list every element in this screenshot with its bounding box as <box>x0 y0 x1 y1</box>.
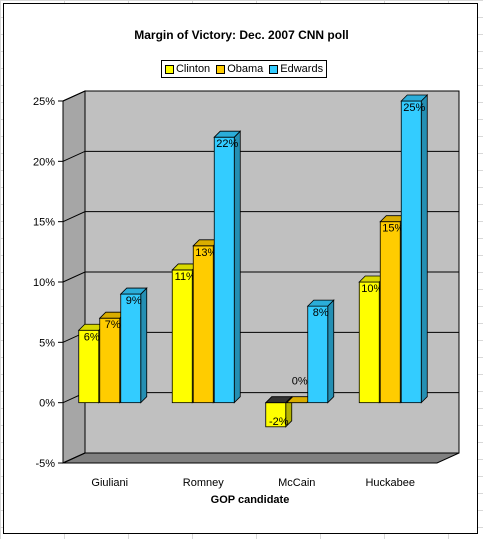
legend-label-obama: Obama <box>227 63 264 75</box>
bar-top <box>400 94 429 102</box>
gridline <box>62 150 459 162</box>
legend-item-edwards: Edwards <box>269 63 323 75</box>
y-tick-label: 15% <box>33 217 55 229</box>
data-label: 6% <box>84 331 100 343</box>
y-tick-label: -5% <box>35 458 55 470</box>
bar-side <box>233 130 241 404</box>
bar-edwards-romney <box>213 130 242 404</box>
x-axis-title: GOP candidate <box>211 494 290 506</box>
bar-top <box>119 287 148 295</box>
bar-top <box>306 299 335 307</box>
legend-swatch-edwards <box>269 64 279 74</box>
data-label: 0% <box>292 376 308 388</box>
bar-edwards-mccain <box>306 299 335 404</box>
bar-top <box>213 130 242 138</box>
data-label: 10% <box>361 283 383 295</box>
bar-clinton-mccain <box>264 395 293 428</box>
x-tick-label: Romney <box>183 477 224 489</box>
data-label: 7% <box>105 319 121 331</box>
data-label: 25% <box>403 102 425 114</box>
bar-clinton-giuliani <box>77 323 106 404</box>
bar-front <box>358 281 380 404</box>
y-tick-label: 5% <box>39 337 55 349</box>
y-tick-label: 0% <box>39 398 55 410</box>
bar-top <box>264 396 293 404</box>
legend-label-clinton: Clinton <box>175 63 211 75</box>
data-label: -2% <box>269 416 289 428</box>
bar-front <box>171 269 193 404</box>
data-label: 22% <box>216 138 238 150</box>
legend-swatch-clinton <box>164 64 174 74</box>
chart-title: Margin of Victory: Dec. 2007 CNN poll <box>134 28 349 42</box>
x-tick-label: Giuliani <box>91 477 128 489</box>
x-tick-label: McCain <box>278 477 315 489</box>
gridline <box>62 271 459 283</box>
x-tick-label: Huckabee <box>365 477 415 489</box>
bar-edwards-giuliani <box>119 287 148 404</box>
bar-front <box>120 293 142 404</box>
bar-edwards-huckabee <box>400 94 429 404</box>
legend-label-edwards: Edwards <box>280 63 324 75</box>
gridline <box>62 452 459 464</box>
y-tick-label: 10% <box>33 277 55 289</box>
bar-front <box>379 221 401 404</box>
gridline <box>62 211 459 223</box>
data-label: 13% <box>195 247 217 259</box>
y-tick-label: 20% <box>33 156 55 168</box>
chart-floor <box>62 452 460 464</box>
data-label: 8% <box>313 307 329 319</box>
legend[interactable]: Clinton Obama Edwards <box>161 60 327 78</box>
bar-front <box>307 305 329 404</box>
bar-side <box>420 94 428 404</box>
y-tick-label: 25% <box>33 96 55 108</box>
legend-swatch-obama <box>216 64 226 74</box>
gridline <box>62 90 459 102</box>
bar-front <box>192 245 214 404</box>
data-label: 9% <box>126 295 142 307</box>
bar-front <box>400 100 422 404</box>
bar-front <box>213 136 235 404</box>
data-label: 11% <box>175 271 196 283</box>
legend-item-obama: Obama <box>216 63 263 75</box>
legend-item-clinton: Clinton <box>164 63 211 75</box>
data-label: 15% <box>382 223 404 235</box>
